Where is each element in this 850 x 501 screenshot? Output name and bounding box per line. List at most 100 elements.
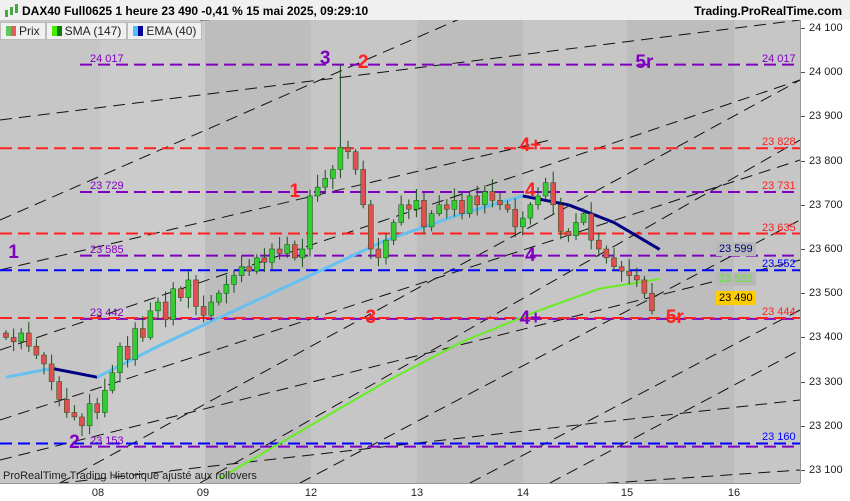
candle-body xyxy=(170,288,176,320)
price-axis[interactable]: 24 100 24 000 23 900 23 800 23 700 23 600 23 5… xyxy=(800,20,850,483)
candle-body xyxy=(428,213,435,228)
candle-body xyxy=(299,248,306,259)
candle-body xyxy=(223,284,230,294)
price-tag: 23 490 xyxy=(716,290,756,305)
candles-logo-icon xyxy=(5,4,18,17)
legend-ema[interactable]: EMA (40) xyxy=(127,22,203,40)
chart-plot[interactable] xyxy=(0,20,800,483)
candle-body xyxy=(406,204,412,210)
candle-body xyxy=(542,182,549,197)
x-tick-label: 15 xyxy=(620,487,634,499)
candle-body xyxy=(649,292,655,312)
candle-body xyxy=(330,169,336,179)
candle-body xyxy=(86,403,93,427)
candle-body xyxy=(626,270,632,276)
level-label-right: 23 635 xyxy=(762,221,796,234)
price-tag: 23 599 xyxy=(716,242,756,257)
candle-body xyxy=(307,195,313,250)
wave-label: 2 xyxy=(357,52,369,74)
candle-body xyxy=(292,244,298,259)
trend-line xyxy=(469,309,800,483)
candle-body xyxy=(254,257,260,272)
candle-body xyxy=(474,195,480,206)
level-label-right: 23 828 xyxy=(762,136,796,149)
candle-body xyxy=(588,213,594,241)
wave-label: 4+ xyxy=(519,307,542,329)
candle-body xyxy=(520,217,526,228)
legend-prix[interactable]: Prix xyxy=(0,22,46,40)
candle-body xyxy=(565,231,572,236)
candle-body xyxy=(140,328,146,338)
trend-line xyxy=(57,399,800,483)
legend-sma[interactable]: SMA (147) xyxy=(45,22,128,40)
candle-body xyxy=(185,279,192,298)
day-band xyxy=(523,20,627,483)
candle-body xyxy=(269,248,275,263)
candle-body xyxy=(238,266,245,276)
candle-body xyxy=(345,147,351,153)
wave-label: 4 xyxy=(525,244,536,266)
ema-segment xyxy=(51,366,98,379)
level-label-right: 23 444 xyxy=(762,305,796,318)
level-label-left: 23 729 xyxy=(90,179,124,192)
candle-body xyxy=(200,306,207,316)
trend-line xyxy=(0,159,800,421)
candle-body xyxy=(489,191,496,201)
trend-line xyxy=(59,79,800,483)
y-tick-label: 23 200 xyxy=(801,419,843,432)
candle-body xyxy=(208,301,214,316)
trend-line xyxy=(0,20,800,121)
candle-body xyxy=(580,213,587,223)
y-tick-label: 24 000 xyxy=(801,66,843,79)
wave-label: 2 xyxy=(69,432,80,454)
wave-label: 3 xyxy=(319,47,331,69)
y-tick-label: 23 500 xyxy=(801,287,843,300)
x-tick-label: 14 xyxy=(516,487,530,499)
candle-body xyxy=(132,328,138,360)
level-label-left: 23 585 xyxy=(90,243,124,256)
candle-body xyxy=(33,345,40,356)
wave-label: 3 xyxy=(365,306,377,328)
candle-body xyxy=(535,195,541,206)
level-label-right: 23 552 xyxy=(762,258,796,271)
legend-label: EMA (40) xyxy=(146,24,197,38)
candle-body xyxy=(618,266,625,272)
x-tick-label: 09 xyxy=(196,487,210,499)
price-swatch-icon xyxy=(6,26,16,36)
candle-body xyxy=(155,301,161,312)
x-tick-label: 16 xyxy=(727,487,741,499)
candle-body xyxy=(383,239,389,259)
candle-body xyxy=(41,354,47,365)
site-label: Trading.ProRealTime.com xyxy=(694,4,842,18)
ema-segment xyxy=(233,274,311,313)
candle-body xyxy=(352,151,359,170)
candle-body xyxy=(368,204,374,250)
wave-label: 5r xyxy=(635,52,654,74)
candle-body xyxy=(550,182,556,206)
candle-body xyxy=(596,239,602,250)
candle-body xyxy=(451,200,458,210)
candle-body xyxy=(10,337,17,343)
candle-body xyxy=(231,275,237,285)
price-tag: 23 532 xyxy=(716,272,756,287)
x-tick-label: 08 xyxy=(91,487,105,499)
wave-label: 5r xyxy=(665,306,684,328)
y-tick-label: 23 300 xyxy=(801,375,843,388)
candle-body xyxy=(147,310,154,338)
candle-body xyxy=(504,204,511,210)
level-label-right: 23 160 xyxy=(762,431,796,444)
candle-body xyxy=(360,169,366,206)
candle-body xyxy=(466,195,473,214)
wave-label: 1 xyxy=(289,180,301,202)
candle-body xyxy=(375,248,382,259)
candle-body xyxy=(337,147,344,170)
time-axis[interactable]: 08 09 12 13 14 15 16 xyxy=(0,483,800,501)
candle-body xyxy=(246,266,252,272)
candle-body xyxy=(558,204,564,232)
y-tick-label: 23 400 xyxy=(801,331,843,344)
candle-body xyxy=(444,204,450,210)
candle-body xyxy=(322,178,328,188)
level-label-left: 23 442 xyxy=(90,306,124,319)
trend-line xyxy=(549,349,800,483)
y-tick-label: 23 100 xyxy=(801,464,843,476)
